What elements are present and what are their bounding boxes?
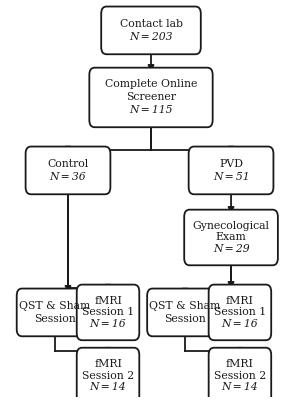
Text: Exam: Exam <box>216 232 246 242</box>
Text: QST & Sham: QST & Sham <box>149 301 221 311</box>
Text: N = 14: N = 14 <box>90 382 126 392</box>
Text: PVD: PVD <box>219 159 243 169</box>
Text: N = 51: N = 51 <box>213 172 249 182</box>
Text: Session 2: Session 2 <box>214 370 266 380</box>
FancyBboxPatch shape <box>209 285 271 340</box>
Text: N = 203: N = 203 <box>129 32 173 42</box>
Text: Session 1: Session 1 <box>214 308 266 318</box>
Text: Session 1: Session 1 <box>82 308 134 318</box>
Text: Screener: Screener <box>126 92 176 102</box>
FancyBboxPatch shape <box>26 146 111 194</box>
Text: Control: Control <box>47 159 88 169</box>
FancyBboxPatch shape <box>189 146 273 194</box>
FancyBboxPatch shape <box>89 68 213 127</box>
FancyBboxPatch shape <box>77 348 139 400</box>
Text: fMRI: fMRI <box>94 359 122 369</box>
Text: N = 16: N = 16 <box>90 319 126 329</box>
FancyBboxPatch shape <box>209 348 271 400</box>
Text: fMRI: fMRI <box>226 359 254 369</box>
Text: QST & Sham: QST & Sham <box>19 301 90 311</box>
Text: Session 2: Session 2 <box>82 370 134 380</box>
Text: Complete Online: Complete Online <box>105 80 197 90</box>
FancyBboxPatch shape <box>147 288 223 336</box>
FancyBboxPatch shape <box>77 285 139 340</box>
Text: N = 36: N = 36 <box>50 172 86 182</box>
Text: N = 115: N = 115 <box>129 106 173 116</box>
Text: Gynecological: Gynecological <box>193 221 270 231</box>
Text: Session: Session <box>34 314 76 324</box>
Text: N = 16: N = 16 <box>222 319 258 329</box>
FancyBboxPatch shape <box>101 6 201 54</box>
Text: fMRI: fMRI <box>226 296 254 306</box>
FancyBboxPatch shape <box>184 210 278 265</box>
Text: N = 14: N = 14 <box>222 382 258 392</box>
Text: Contact lab: Contact lab <box>120 19 182 29</box>
Text: N = 29: N = 29 <box>213 244 249 254</box>
Text: Session: Session <box>164 314 206 324</box>
FancyBboxPatch shape <box>17 288 93 336</box>
Text: fMRI: fMRI <box>94 296 122 306</box>
